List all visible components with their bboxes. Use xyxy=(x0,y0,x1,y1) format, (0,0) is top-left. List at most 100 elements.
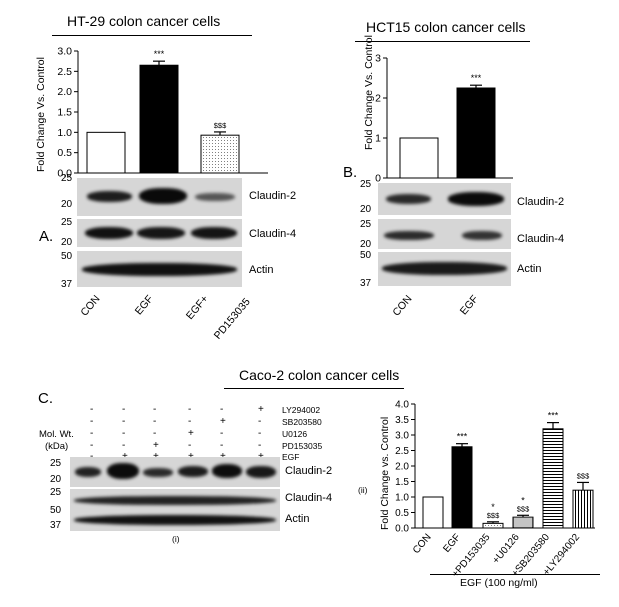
panel-c-egf-label: EGF (100 ng/ml) xyxy=(460,577,538,589)
panel-c-bar-chart: 0.00.51.01.52.02.53.03.54.0***$$$* $$$***… xyxy=(395,400,595,535)
y-tick-label: 1.5 xyxy=(395,477,409,488)
bar--u0126 xyxy=(512,516,534,529)
treatment-sign: - xyxy=(90,440,94,451)
significance-label: *** xyxy=(548,411,559,421)
panel-a-mw-25b: 25 xyxy=(61,217,73,228)
y-tick-label: 2.5 xyxy=(395,446,409,457)
panel-b-mw-25: 25 xyxy=(360,179,372,190)
treatment-sign: + xyxy=(258,451,264,462)
y-tick-label: 2.0 xyxy=(395,462,409,473)
panel-c-mw-20: 20 xyxy=(50,474,62,485)
y-tick-label: 3.0 xyxy=(57,46,72,58)
significance-label: $$$ xyxy=(517,504,530,513)
significance-label: $$$ xyxy=(487,511,500,520)
panel-a-title-underline xyxy=(52,35,252,36)
band xyxy=(382,262,507,275)
panel-b-mw-20b: 20 xyxy=(360,239,372,250)
panel-a-mw-20b: 20 xyxy=(61,237,73,248)
panel-a-letter: A. xyxy=(39,228,54,245)
y-tick-label: 2 xyxy=(375,93,381,105)
panel-b-letter: B. xyxy=(343,164,358,181)
treatment-sign: - xyxy=(122,440,126,451)
treatment-sign: + xyxy=(220,451,226,462)
bar--pd153035 xyxy=(482,522,504,529)
panel-b-lane-egf: EGF xyxy=(457,293,481,318)
y-tick-label: 1.0 xyxy=(57,127,72,139)
treatment-sign: + xyxy=(188,428,194,439)
panel-c-blot-claudin4 xyxy=(70,489,280,511)
y-tick-label: 0.5 xyxy=(395,508,409,519)
treatment-sign: - xyxy=(90,451,93,462)
panel-c-blot-claudin2 xyxy=(70,457,280,487)
band xyxy=(137,227,185,239)
panel-b-blot-claudin4 xyxy=(378,219,511,249)
y-tick-label: 3.5 xyxy=(395,415,409,426)
treatment-sign: - xyxy=(90,404,94,415)
y-tick-label: 0.0 xyxy=(395,524,409,535)
y-tick-label: 0.0 xyxy=(57,168,72,180)
treatment-name: SB203580 xyxy=(282,417,322,427)
panel-a-lane-egf: EGF xyxy=(132,293,156,318)
panel-a-blot-actin xyxy=(77,251,242,287)
panel-b-mw-37: 37 xyxy=(360,278,372,289)
treatment-sign: - xyxy=(153,404,157,415)
panel-a-mw-37: 37 xyxy=(61,279,73,290)
panel-c-molwt-label: Mol. Wt. xyxy=(39,429,74,440)
panel-c-letter: C. xyxy=(38,390,53,407)
treatment-name: LY294002 xyxy=(282,405,321,415)
panel-c-mw-25b: 25 xyxy=(50,487,62,498)
panel-c-egf-bracket xyxy=(430,574,600,575)
significance-label: $$$ xyxy=(577,471,590,480)
treatment-sign: + xyxy=(153,440,159,451)
y-tick-label: 0.5 xyxy=(57,147,72,159)
treatment-sign: - xyxy=(220,404,224,415)
panel-c-sub-i: (i) xyxy=(172,534,180,544)
treatment-sign: - xyxy=(153,428,157,439)
panel-c-label-claudin2: Claudin-2 xyxy=(285,465,333,477)
bar-con xyxy=(86,131,126,174)
y-tick-label: 4.0 xyxy=(395,400,409,411)
band xyxy=(143,468,173,477)
band xyxy=(386,194,431,204)
panel-c-title: Caco-2 colon cancer cells xyxy=(239,367,400,383)
band xyxy=(139,188,187,204)
panel-b-blot-actin xyxy=(378,252,511,286)
treatment-sign: - xyxy=(90,416,94,427)
bar-egf xyxy=(451,446,473,529)
treatment-sign: - xyxy=(122,404,126,415)
panel-b-title: HCT15 colon cancer cells xyxy=(366,19,526,35)
panel-a-lane-egf-plus: EGF+ xyxy=(183,293,211,322)
y-tick-label: 2.5 xyxy=(57,66,72,78)
treatment-name: U0126 xyxy=(282,429,308,439)
panel-b-label-actin: Actin xyxy=(517,263,542,275)
bar--ly294002 xyxy=(572,489,594,529)
y-tick-label: 0 xyxy=(375,173,381,185)
bar-egf xyxy=(456,87,496,179)
y-tick-label: 1 xyxy=(375,133,381,145)
bar-con xyxy=(422,496,444,529)
significance-label: $$$ xyxy=(214,121,227,130)
band xyxy=(212,464,242,478)
band xyxy=(462,231,502,240)
significance-label: * xyxy=(521,495,525,505)
treatment-sign: - xyxy=(188,440,192,451)
panel-a-label-claudin4: Claudin-4 xyxy=(249,228,297,240)
y-tick-label: 2.0 xyxy=(57,86,72,98)
panel-a-blot-claudin2 xyxy=(77,178,242,216)
treatment-sign: - xyxy=(220,428,224,439)
panel-a-lane-pd153035: PD153035 xyxy=(211,296,253,342)
panel-c-mw-50: 50 xyxy=(50,505,62,516)
significance-label: *** xyxy=(154,49,165,59)
treatment-name: PD153035 xyxy=(282,441,323,451)
y-tick-label: 1.5 xyxy=(57,107,72,119)
panel-b-mw-20: 20 xyxy=(360,204,372,215)
panel-a-title: HT-29 colon cancer cells xyxy=(67,13,221,29)
significance-label: *** xyxy=(457,432,468,442)
panel-b-blot-claudin2 xyxy=(378,183,511,215)
band xyxy=(195,193,235,201)
band xyxy=(74,496,276,505)
band xyxy=(82,263,237,276)
treatment-sign: - xyxy=(220,440,224,451)
bar--sb203580 xyxy=(542,428,564,529)
panel-c-label-actin: Actin xyxy=(285,513,310,525)
